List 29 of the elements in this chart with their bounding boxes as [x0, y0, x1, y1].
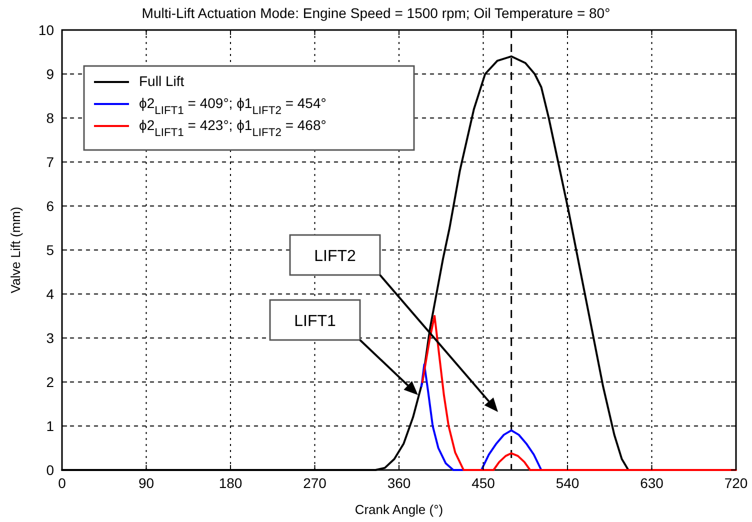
annotation: LIFT2 — [314, 248, 356, 265]
y-tick-label: 4 — [46, 286, 54, 302]
x-tick-label: 630 — [640, 475, 664, 491]
annotation: LIFT1 — [294, 313, 336, 330]
y-tick-label: 1 — [46, 418, 54, 434]
y-tick-label: 7 — [46, 154, 54, 170]
x-tick-label: 720 — [724, 475, 748, 491]
y-tick-label: 3 — [46, 330, 54, 346]
y-axis-title: Valve Lift (mm) — [8, 206, 23, 294]
x-tick-label: 360 — [387, 475, 411, 491]
y-tick-label: 10 — [38, 22, 54, 38]
y-tick-label: 2 — [46, 374, 54, 390]
y-tick-label: 9 — [46, 66, 54, 82]
x-tick-label: 0 — [58, 475, 66, 491]
legend-label: ϕ2$_{LIFT1}$ = 409°; ϕ1$_{LIFT2}$ = 454° — [139, 95, 326, 117]
line-series — [421, 315, 737, 471]
x-tick-label: 540 — [556, 475, 580, 491]
legend-label: Full Lift — [139, 73, 184, 89]
x-tick-label: 270 — [303, 475, 327, 491]
x-axis-title: Crank Angle (°) — [354, 502, 444, 517]
legend-label: ϕ2$_{LIFT1}$ = 423°; ϕ1$_{LIFT2}$ = 468° — [139, 117, 326, 139]
chart-title: Multi-Lift Actuation Mode: Engine Speed = 1500 rpm; Oil Temperature = 80° — [142, 5, 610, 21]
y-tick-label: 0 — [46, 462, 54, 478]
y-tick-label: 6 — [46, 198, 54, 214]
y-tick-label: 8 — [46, 110, 54, 126]
x-tick-label: 180 — [218, 475, 242, 491]
x-tick-label: 450 — [472, 475, 496, 491]
y-tick-label: 5 — [46, 242, 54, 258]
x-tick-label: 90 — [138, 475, 154, 491]
